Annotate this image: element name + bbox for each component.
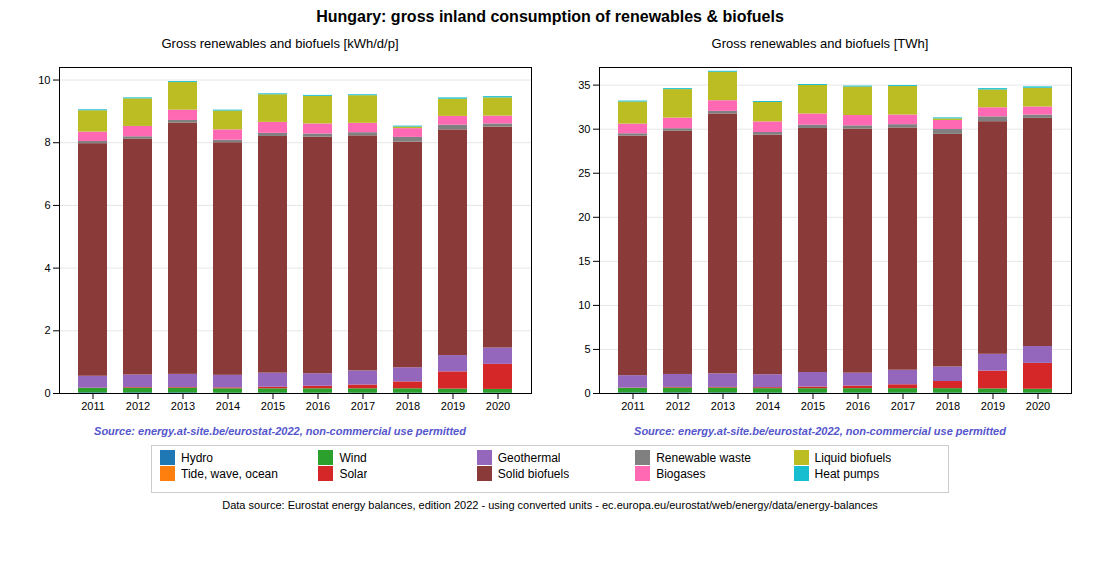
- svg-text:2013: 2013: [711, 400, 735, 412]
- html-text:Renewable waste: Renewable waste: [656, 450, 751, 465]
- svg-text:25: 25: [578, 167, 590, 179]
- svg-text:30: 30: [578, 123, 590, 135]
- svg-text:2016: 2016: [306, 400, 330, 412]
- svg-text:10: 10: [38, 74, 50, 86]
- svg-text:6: 6: [44, 199, 50, 211]
- svg-text:2020: 2020: [486, 400, 510, 412]
- svg-text:2011: 2011: [621, 400, 645, 412]
- svg-text:2015: 2015: [801, 400, 825, 412]
- html-text:Tide, wave, ocean: Tide, wave, ocean: [181, 466, 278, 481]
- html-text:Solid biofuels: Solid biofuels: [497, 466, 570, 481]
- svg-text:15: 15: [578, 255, 590, 267]
- svg-text:2013: 2013: [171, 400, 195, 412]
- html-text:Source: energy.at-site.be/euro: Source: energy.at-site.be/eurostat-2022,…: [94, 425, 466, 437]
- html-text:Heat pumps: Heat pumps: [814, 466, 880, 481]
- svg-text:2014: 2014: [216, 400, 240, 412]
- svg-text:2018: 2018: [396, 400, 420, 412]
- svg-text:2: 2: [44, 324, 50, 336]
- svg-text:20: 20: [578, 211, 590, 223]
- svg-text:2016: 2016: [846, 400, 870, 412]
- svg-text:2014: 2014: [756, 400, 780, 412]
- svg-text:0: 0: [44, 387, 50, 399]
- html-text:Gross renewables and biofuels: Gross renewables and biofuels [kWh/d/p]: [161, 36, 399, 51]
- svg-text:35: 35: [578, 79, 590, 91]
- html-text:Gross renewables and biofuels: Gross renewables and biofuels [TWh]: [711, 36, 929, 51]
- svg-text:5: 5: [584, 343, 590, 355]
- svg-text:0: 0: [584, 387, 590, 399]
- html-text:Hydro: Hydro: [181, 450, 213, 465]
- html-text:Biogases: Biogases: [656, 466, 706, 481]
- html-text:Solar: Solar: [339, 466, 368, 481]
- svg-text:4: 4: [44, 262, 50, 274]
- svg-text:10: 10: [578, 299, 590, 311]
- svg-text:2017: 2017: [891, 400, 915, 412]
- html-text:Geothermal: Geothermal: [497, 450, 561, 465]
- svg-text:2019: 2019: [981, 400, 1005, 412]
- svg-text:2019: 2019: [441, 400, 465, 412]
- svg-text:2020: 2020: [1026, 400, 1050, 412]
- svg-text:2017: 2017: [351, 400, 375, 412]
- html-text:Source: energy.at-site.be/euro: Source: energy.at-site.be/eurostat-2022,…: [634, 425, 1006, 437]
- svg-text:2012: 2012: [126, 400, 150, 412]
- svg-text:2018: 2018: [936, 400, 960, 412]
- html-text:Liquid biofuels: Liquid biofuels: [814, 450, 892, 465]
- html-text:Hungary: gross inland consumpt: Hungary: gross inland consumption of ren…: [316, 8, 784, 25]
- html-text:Data source: Eurostat energy b: Data source: Eurostat energy balances, e…: [222, 499, 878, 511]
- html-text:Wind: Wind: [339, 450, 367, 465]
- svg-text:2011: 2011: [81, 400, 105, 412]
- svg-text:2015: 2015: [261, 400, 285, 412]
- svg-text:2012: 2012: [666, 400, 690, 412]
- svg-text:8: 8: [44, 136, 50, 148]
